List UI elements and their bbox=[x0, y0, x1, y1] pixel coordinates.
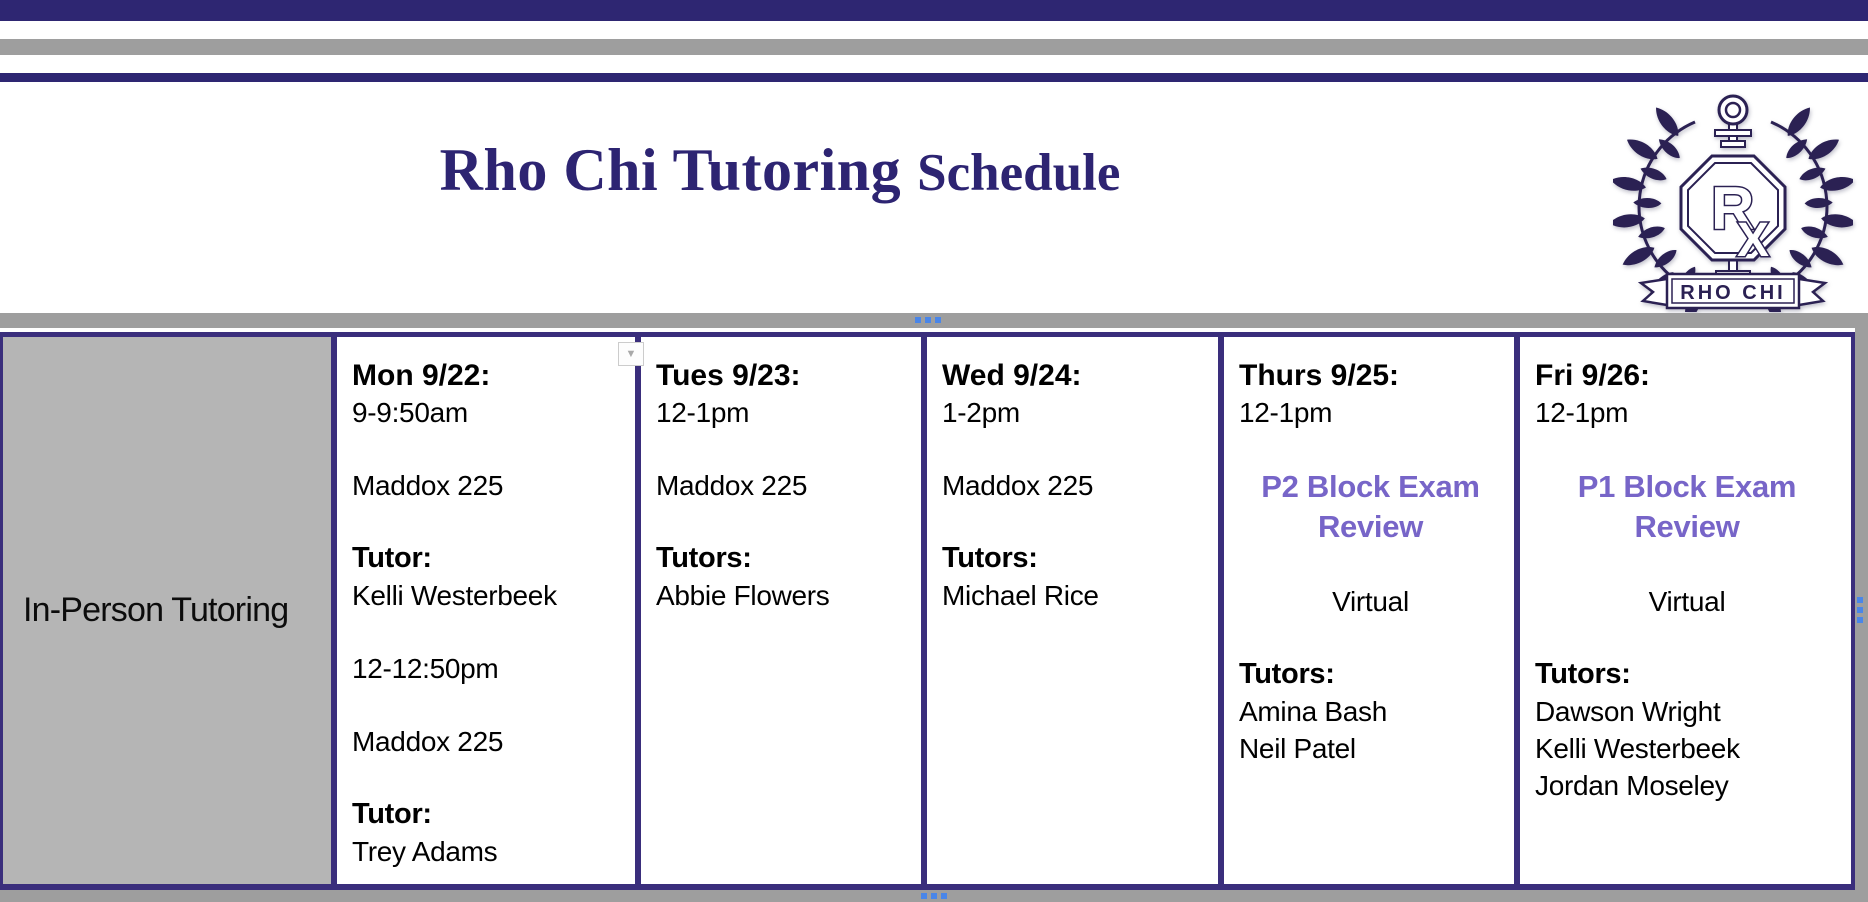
schedule-line-spacer bbox=[352, 760, 623, 796]
handle-dot bbox=[941, 893, 947, 899]
tutoring-schedule-table: In-Person Tutoring Mon 9/22: 9-9:50am Madd… bbox=[0, 332, 1855, 890]
schedule-line: Tutors: bbox=[942, 542, 1038, 574]
rx-key-icon: R X bbox=[1679, 94, 1787, 293]
schedule-line: Tutors: bbox=[1535, 658, 1631, 690]
title-main-text: Rho Chi Tutoring bbox=[439, 137, 902, 203]
handle-dot bbox=[925, 317, 931, 323]
table-drag-handle-top[interactable] bbox=[915, 317, 941, 323]
schedule-line: Neil Patel bbox=[1239, 733, 1356, 764]
schedule-line: Abbie Flowers bbox=[656, 580, 830, 611]
schedule-line: 12-1pm bbox=[1239, 397, 1333, 428]
schedule-line: Maddox 225 bbox=[942, 470, 1094, 501]
schedule-line: Maddox 225 bbox=[656, 470, 808, 501]
schedule-line: Kelli Westerbeek bbox=[1535, 733, 1740, 764]
handle-dot bbox=[915, 317, 921, 323]
rho-chi-banner: RHO CHI bbox=[1637, 272, 1829, 310]
title-textbox[interactable]: Rho Chi Tutoring Schedule bbox=[0, 132, 1560, 224]
schedule-line: P1 Block Exam Review bbox=[1577, 469, 1797, 544]
handle-dot bbox=[1857, 617, 1863, 623]
schedule-line: Virtual bbox=[1648, 586, 1726, 617]
schedule-line: 12-1pm bbox=[1535, 397, 1629, 428]
schedule-line: Wed 9/24: bbox=[942, 359, 1082, 392]
svg-text:X: X bbox=[1737, 214, 1769, 267]
schedule-line: Fri 9/26: bbox=[1535, 359, 1651, 392]
handle-dot bbox=[921, 893, 927, 899]
schedule-line: Thurs 9/25: bbox=[1239, 359, 1400, 392]
laurel-wreath-icon bbox=[1613, 103, 1853, 312]
schedule-line-spacer bbox=[352, 431, 623, 467]
cell-dropdown-button[interactable]: ▼ bbox=[618, 342, 644, 366]
schedule-line-spacer bbox=[1535, 620, 1839, 656]
row-header-label: In-Person Tutoring bbox=[23, 591, 289, 629]
schedule-cell-fri[interactable]: Fri 9/26: 12-1pm P1 Block Exam Review Virtu… bbox=[1520, 337, 1851, 884]
schedule-line-spacer bbox=[1535, 431, 1839, 467]
schedule-line: Virtual bbox=[1332, 586, 1409, 617]
schedule-line: P2 Block Exam Review bbox=[1261, 469, 1480, 544]
schedule-line: Tutors: bbox=[656, 542, 752, 574]
row-header-cell[interactable]: In-Person Tutoring bbox=[3, 337, 337, 884]
schedule-line: Amina Bash bbox=[1239, 696, 1387, 727]
schedule-cell-mon[interactable]: Mon 9/22: 9-9:50am Maddox 225 Tutor: Kelli W… bbox=[337, 337, 641, 884]
schedule-line-spacer bbox=[352, 614, 623, 650]
handle-dot bbox=[931, 893, 937, 899]
schedule-cell-thurs[interactable]: Thurs 9/25: 12-1pm P2 Block Exam Review Vir… bbox=[1224, 337, 1520, 884]
top-accent-bar bbox=[0, 0, 1868, 21]
table-drag-handle-bottom[interactable] bbox=[921, 893, 947, 899]
schedule-line: Dawson Wright bbox=[1535, 696, 1721, 727]
schedule-line-spacer bbox=[352, 687, 623, 723]
title-sub-text: Schedule bbox=[917, 144, 1121, 202]
top-margin-strip bbox=[0, 39, 1868, 55]
schedule-cell-wed[interactable]: Wed 9/24: 1-2pm Maddox 225 Tutors: Michael R… bbox=[927, 337, 1224, 884]
handle-dot bbox=[935, 317, 941, 323]
header-rule-bar bbox=[0, 73, 1868, 82]
schedule-line: Trey Adams bbox=[352, 836, 498, 867]
schedule-line: Maddox 225 bbox=[352, 470, 504, 501]
schedule-line-spacer bbox=[1239, 620, 1502, 656]
schedule-line-spacer bbox=[656, 431, 909, 467]
table-top-margin-strip bbox=[0, 313, 1868, 328]
schedule-line: Jordan Moseley bbox=[1535, 770, 1729, 801]
schedule-line: Maddox 225 bbox=[352, 726, 504, 757]
schedule-line-spacer bbox=[942, 504, 1206, 540]
schedule-line: Mon 9/22: bbox=[352, 359, 491, 392]
schedule-line: Tues 9/23: bbox=[656, 359, 801, 392]
schedule-line: 9-9:50am bbox=[352, 397, 468, 428]
schedule-line: Michael Rice bbox=[942, 580, 1099, 611]
schedule-line: 1-2pm bbox=[942, 397, 1020, 428]
rho-chi-logo[interactable]: R X RHO CHI bbox=[1613, 80, 1853, 312]
schedule-line-spacer bbox=[1535, 547, 1839, 583]
svg-text:R: R bbox=[1711, 175, 1754, 242]
schedule-cell-tues[interactable]: Tues 9/23: 12-1pm Maddox 225 Tutors: Abbie F… bbox=[641, 337, 927, 884]
schedule-line: 12-1pm bbox=[656, 397, 750, 428]
schedule-line-spacer bbox=[942, 431, 1206, 467]
table-drag-handle-right[interactable] bbox=[1857, 597, 1863, 623]
schedule-line: 12-12:50pm bbox=[352, 653, 499, 684]
schedule-line: Tutor: bbox=[352, 542, 432, 574]
svg-text:RHO CHI: RHO CHI bbox=[1680, 282, 1785, 304]
schedule-line-spacer bbox=[656, 504, 909, 540]
handle-dot bbox=[1857, 607, 1863, 613]
chevron-down-icon: ▼ bbox=[625, 347, 637, 360]
schedule-line-spacer bbox=[1239, 547, 1502, 583]
handle-dot bbox=[1857, 597, 1863, 603]
schedule-line-spacer bbox=[1239, 431, 1502, 467]
schedule-line: Tutor: bbox=[352, 798, 432, 830]
schedule-line-spacer bbox=[352, 504, 623, 540]
schedule-line: Kelli Westerbeek bbox=[352, 580, 557, 611]
schedule-line: Tutors: bbox=[1239, 658, 1335, 690]
